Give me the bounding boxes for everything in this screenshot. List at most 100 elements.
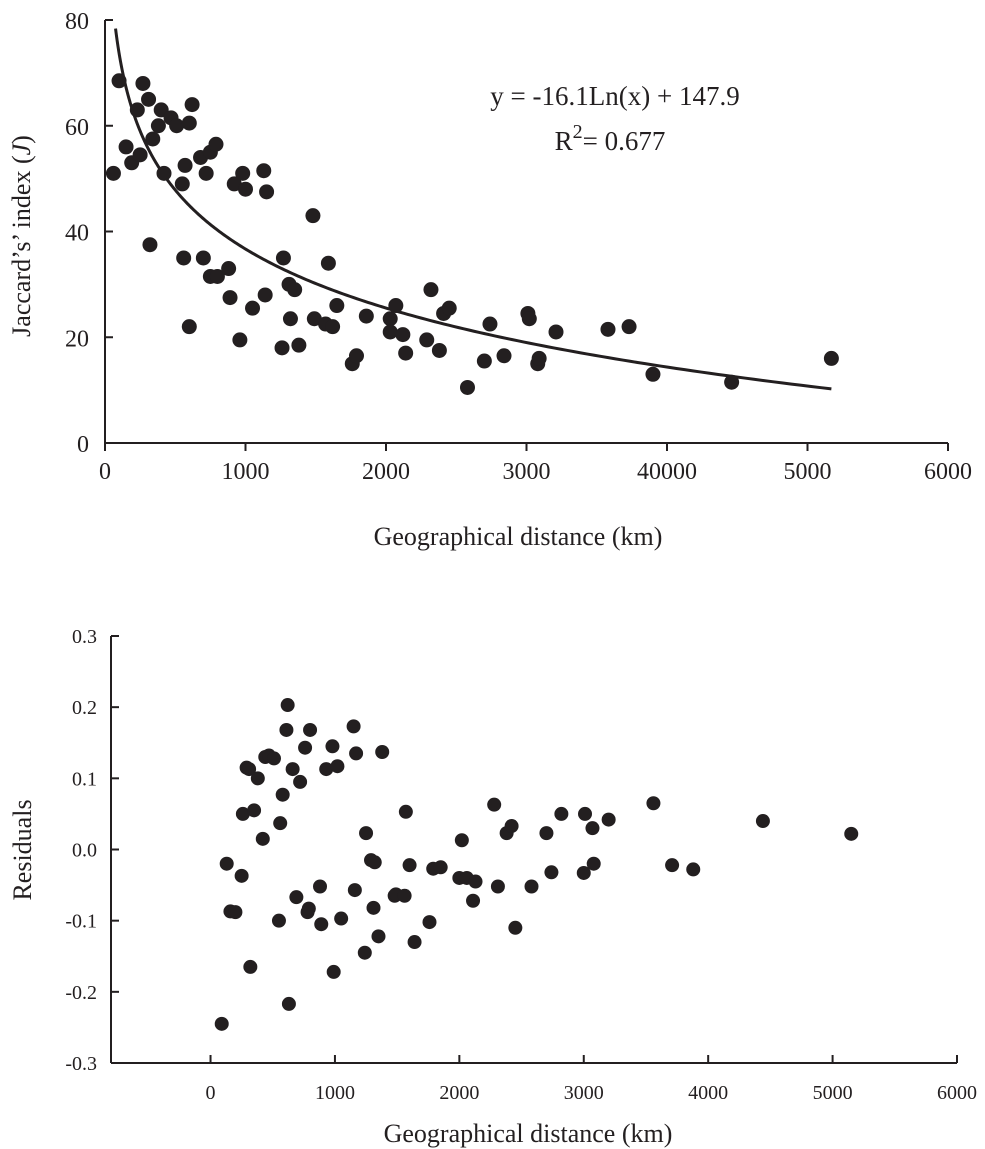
residual-data-point <box>646 796 661 811</box>
residual-data-point <box>508 920 523 935</box>
jaccard-data-point <box>181 115 197 131</box>
residual-data-point <box>303 722 318 737</box>
jaccard-data-point <box>645 366 661 382</box>
jaccard-data-point <box>306 311 322 327</box>
bottom-x-tick-labels: 0 1000 2000 3000 4000 5000 6000 <box>206 1082 977 1104</box>
bottom-x-tick-label: 6000 <box>937 1082 977 1104</box>
jaccard-data-point <box>235 165 251 181</box>
top-data-points <box>105 73 839 395</box>
residual-data-point <box>576 865 591 880</box>
top-y-tick-label: 20 <box>65 326 89 352</box>
residual-data-point <box>279 722 294 737</box>
residual-data-point <box>397 888 412 903</box>
residual-data-point <box>250 771 265 786</box>
residual-data-point <box>586 856 601 871</box>
jaccard-data-point <box>388 298 404 314</box>
residual-data-point <box>293 774 308 789</box>
jaccard-data-point <box>395 327 411 343</box>
residual-data-point <box>398 804 413 819</box>
jaccard-data-point <box>208 136 224 152</box>
bottom-x-axis-title: Geographical distance (km) <box>384 1119 673 1148</box>
residual-data-point <box>285 762 300 777</box>
jaccard-data-point <box>521 311 537 327</box>
bottom-y-tick-label: 0.2 <box>72 697 97 719</box>
residual-data-point <box>504 819 519 834</box>
residual-data-point <box>554 806 569 821</box>
residual-data-point <box>585 821 600 836</box>
jaccard-data-point <box>256 163 272 179</box>
jaccard-data-point <box>398 345 414 361</box>
jaccard-data-point <box>105 165 121 181</box>
log-fit-curve <box>114 28 832 391</box>
jaccard-data-point <box>177 157 193 173</box>
residual-data-point <box>301 901 316 916</box>
bottom-x-tick-label: 3000 <box>564 1082 604 1104</box>
jaccard-data-point <box>226 176 242 192</box>
jaccard-data-point <box>142 237 158 253</box>
jaccard-data-point <box>129 102 145 118</box>
residual-data-point <box>266 751 281 766</box>
jaccard-data-point <box>174 176 190 192</box>
jaccard-data-point <box>496 348 512 364</box>
jaccard-data-point <box>291 337 307 353</box>
top-x-tick-label: 1000 <box>222 459 270 485</box>
bottom-x-tick-label: 1000 <box>315 1082 355 1104</box>
bottom-axes <box>110 635 958 1064</box>
jaccard-data-point <box>150 118 166 134</box>
jaccard-data-point <box>531 350 547 366</box>
top-y-tick-labels: 0 20 40 60 80 <box>65 9 89 458</box>
bottom-y-tick-labels: 0.3 0.2 0.1 0.0 -0.1 -0.2 -0.3 <box>65 626 97 1075</box>
residual-data-point <box>347 883 362 898</box>
residual-data-point <box>544 865 559 880</box>
residual-data-point <box>359 826 374 841</box>
jaccard-data-point <box>282 311 298 327</box>
bottom-x-tick-label: 5000 <box>813 1082 853 1104</box>
jaccard-data-point <box>169 118 185 134</box>
jaccard-data-point <box>259 184 275 200</box>
jaccard-data-point <box>209 268 225 284</box>
residual-data-point <box>281 996 296 1011</box>
residual-data-point <box>422 915 437 930</box>
jaccard-data-point <box>476 353 492 369</box>
residual-data-point <box>375 745 390 760</box>
residual-data-point <box>601 812 616 827</box>
jaccard-data-point <box>275 250 291 266</box>
jaccard-data-point <box>176 250 192 266</box>
bottom-y-tick-label: -0.2 <box>65 982 97 1004</box>
residual-data-point <box>330 759 345 774</box>
residual-data-point <box>235 806 250 821</box>
residual-data-point <box>366 900 381 915</box>
jaccard-data-point <box>135 75 151 91</box>
residual-data-point <box>243 959 258 974</box>
bottom-y-tick-label: 0.3 <box>72 626 97 648</box>
jaccard-data-point <box>145 131 161 147</box>
residual-data-point <box>319 762 334 777</box>
residual-data-point <box>466 893 481 908</box>
jaccard-data-point <box>320 255 336 271</box>
top-x-tick-label: 5000 <box>784 459 832 485</box>
residual-data-point <box>367 855 382 870</box>
residual-data-point <box>468 874 483 889</box>
jaccard-data-point <box>600 321 616 337</box>
jaccard-data-point <box>198 165 214 181</box>
residual-data-point <box>844 826 859 841</box>
jaccard-data-point <box>724 374 740 390</box>
jaccard-data-point <box>423 282 439 298</box>
jaccard-data-point <box>232 332 248 348</box>
residual-data-point <box>219 856 234 871</box>
residual-data-point <box>326 964 341 979</box>
jaccard-data-point <box>141 91 157 107</box>
residual-data-point <box>289 890 304 905</box>
bottom-x-tick-label: 0 <box>206 1082 216 1104</box>
top-y-axis-title: Jaccard’s’ index (J) <box>7 135 36 337</box>
residual-data-point <box>755 814 770 829</box>
jaccard-data-point <box>184 97 200 113</box>
residual-data-point <box>524 879 539 894</box>
jaccard-data-point <box>132 147 148 163</box>
jaccard-data-point <box>257 287 273 303</box>
bottom-y-tick-label: 0.1 <box>72 768 97 790</box>
residual-data-point <box>234 868 249 883</box>
jaccard-data-point <box>118 139 134 155</box>
jaccard-data-point <box>459 379 475 395</box>
